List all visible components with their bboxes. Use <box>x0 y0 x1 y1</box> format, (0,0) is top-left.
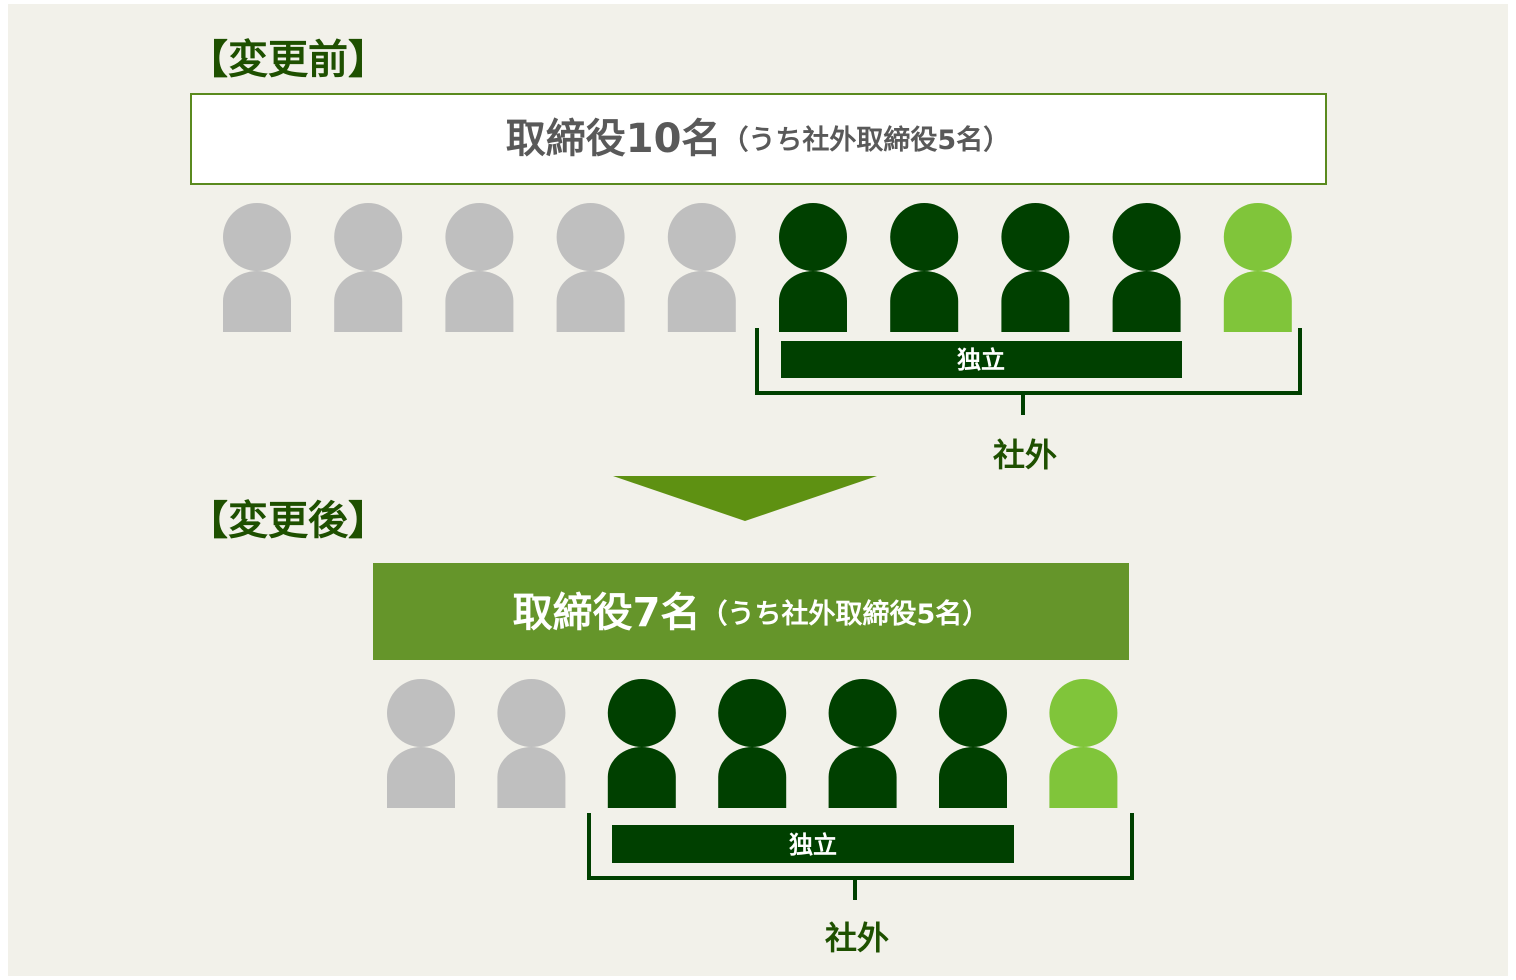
person-body <box>387 747 455 808</box>
person-icon <box>890 203 959 332</box>
person-icon <box>1112 203 1181 332</box>
person-body <box>223 271 291 332</box>
person-head <box>779 203 847 271</box>
title-sub: （うち社外取締役5名） <box>701 598 990 630</box>
person-body <box>890 271 959 332</box>
person-icon <box>497 679 566 808</box>
title-main: 取締役10名 <box>506 116 722 162</box>
bracket <box>587 813 1134 900</box>
person-icon <box>939 679 1007 808</box>
person-body <box>445 270 514 332</box>
person-head <box>890 203 959 271</box>
person-body <box>667 271 736 332</box>
person-body <box>497 746 566 808</box>
title-sub: （うち社外取締役5名） <box>721 124 1010 156</box>
person-body <box>334 271 403 332</box>
person-head <box>1001 203 1070 271</box>
person-head <box>1049 679 1118 747</box>
person-icon <box>556 203 625 332</box>
person-body <box>1223 271 1292 332</box>
person-head <box>445 203 514 271</box>
person-head <box>607 679 676 747</box>
person-icon <box>445 203 514 332</box>
title: 取締役7名（うち社外取締役5名） <box>513 590 990 636</box>
people <box>387 679 1118 808</box>
person-head <box>828 679 897 747</box>
person-body <box>779 271 847 332</box>
person-head <box>939 679 1007 747</box>
person-icon <box>607 679 676 808</box>
person-body <box>1049 747 1118 808</box>
bracket <box>755 328 1302 415</box>
person-icon <box>1223 203 1292 332</box>
person-icon <box>1049 679 1118 808</box>
heading: 【変更後】 <box>188 498 388 544</box>
bar-label: 独立 <box>789 831 837 859</box>
person-head <box>387 679 455 747</box>
person-icon <box>718 679 787 808</box>
person-icon <box>223 203 291 332</box>
title-main: 取締役7名 <box>513 590 701 636</box>
title-box <box>190 93 1327 185</box>
person-body <box>607 747 676 808</box>
title: 取締役10名（うち社外取締役5名） <box>506 116 1010 162</box>
person-icon <box>828 679 897 808</box>
person-head <box>334 203 403 271</box>
person-icon <box>1001 203 1070 332</box>
heading: 【変更前】 <box>188 37 388 83</box>
person-body <box>939 747 1007 808</box>
person-head <box>1223 203 1292 271</box>
person-icon <box>334 203 403 332</box>
person-body <box>1001 271 1070 332</box>
people <box>223 203 1292 332</box>
person-body <box>828 747 897 808</box>
person-head <box>556 203 625 271</box>
group-label: 社外 <box>993 436 1057 474</box>
person-body <box>556 271 625 332</box>
person-icon <box>779 203 847 332</box>
person-head <box>497 679 566 747</box>
person-head <box>667 203 736 271</box>
person-body <box>1112 271 1181 332</box>
person-icon <box>387 679 455 808</box>
person-head <box>223 203 291 271</box>
person-head <box>1112 203 1181 271</box>
independent-bar <box>781 341 1182 378</box>
person-head <box>718 679 787 747</box>
group-label: 社外 <box>825 919 889 957</box>
arrow <box>613 476 877 521</box>
title-box <box>373 563 1129 660</box>
bar-label: 独立 <box>957 346 1005 374</box>
person-icon <box>667 203 736 332</box>
independent-bar <box>612 825 1014 863</box>
person-body <box>718 747 787 808</box>
